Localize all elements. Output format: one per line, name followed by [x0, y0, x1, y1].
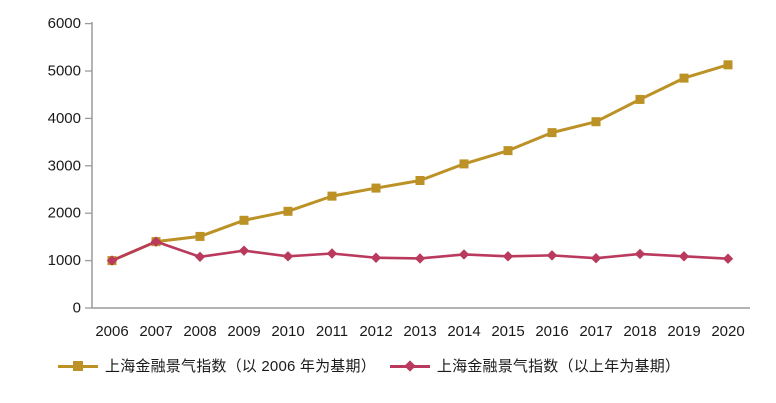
data-point-diamond: [502, 251, 514, 262]
data-point-diamond: [722, 253, 734, 264]
y-tick-label: 4000: [48, 110, 81, 127]
data-point-square: [239, 215, 249, 225]
data-point-diamond: [634, 248, 646, 260]
data-point-square: [415, 175, 425, 185]
gold-line-square-marker-icon: [58, 360, 98, 372]
x-tick-label: 2006: [95, 323, 128, 340]
data-point-diamond: [106, 255, 118, 266]
data-point-diamond: [546, 250, 558, 261]
x-tick-label: 2013: [403, 323, 436, 340]
x-tick-label: 2010: [271, 323, 304, 340]
series-line-gold: [111, 63, 729, 262]
crimson-line-diamond-marker-icon: [389, 359, 430, 372]
legend: 上海金融景气指数（以 2006 年为基期） 上海金融景气指数（以上年为基期）: [0, 355, 776, 376]
data-point-square: [195, 231, 205, 241]
data-point-square: [371, 183, 381, 193]
y-tick-label: 3000: [48, 157, 81, 174]
data-point-square: [723, 60, 733, 70]
x-tick-label: 2019: [667, 323, 700, 340]
y-tick-label: 6000: [48, 15, 81, 32]
x-tick-label: 2014: [447, 323, 480, 340]
data-point-diamond: [282, 251, 294, 262]
x-tick-label: 2009: [227, 323, 260, 340]
data-point-diamond: [150, 236, 162, 247]
data-point-diamond: [326, 248, 338, 259]
x-tick-label: 2018: [623, 323, 656, 340]
y-tick-label: 2000: [48, 205, 81, 222]
y-tick-label: 1000: [48, 252, 81, 269]
crimson-diamond-marker: [404, 359, 416, 372]
gold-square-marker: [73, 360, 83, 371]
line-chart-plot: 0 1000 2000 3000 4000 5000 6000 2006 2007 2008 200…: [48, 15, 750, 340]
x-tick-label: 2015: [491, 323, 524, 340]
y-tick-label: 0: [73, 299, 81, 316]
data-point-square: [327, 191, 337, 201]
data-point-diamond: [414, 253, 426, 264]
x-tick-label: 2020: [711, 323, 744, 340]
data-point-diamond: [194, 251, 206, 263]
data-point-diamond: [458, 249, 470, 260]
x-tick-label: 2017: [579, 323, 612, 340]
data-point-square: [503, 146, 513, 156]
x-tick-label: 2008: [183, 323, 216, 340]
data-point-square: [547, 128, 557, 138]
x-tick-label: 2016: [535, 323, 568, 340]
legend-label-prev-year: 上海金融景气指数（以上年为基期）: [436, 358, 681, 375]
data-point-square: [679, 73, 689, 83]
x-tick-label: 2011: [316, 323, 348, 340]
legend-item-base-2006: 上海金融景气指数（以 2006 年为基期）: [58, 355, 376, 376]
data-point-square: [635, 94, 645, 104]
data-point-diamond: [678, 251, 690, 262]
y-tick-label: 5000: [48, 62, 81, 79]
legend-item-prev-year: 上海金融景气指数（以上年为基期）: [389, 355, 681, 376]
x-tick-label: 2012: [359, 323, 392, 340]
data-point-diamond: [370, 252, 382, 263]
data-point-square: [283, 206, 293, 216]
data-point-square: [591, 117, 601, 127]
x-tick-label: 2007: [139, 323, 172, 340]
legend-label-base-2006: 上海金融景气指数（以 2006 年为基期）: [105, 358, 376, 375]
data-point-diamond: [238, 245, 250, 256]
data-point-diamond: [590, 253, 602, 264]
data-point-square: [459, 159, 469, 169]
